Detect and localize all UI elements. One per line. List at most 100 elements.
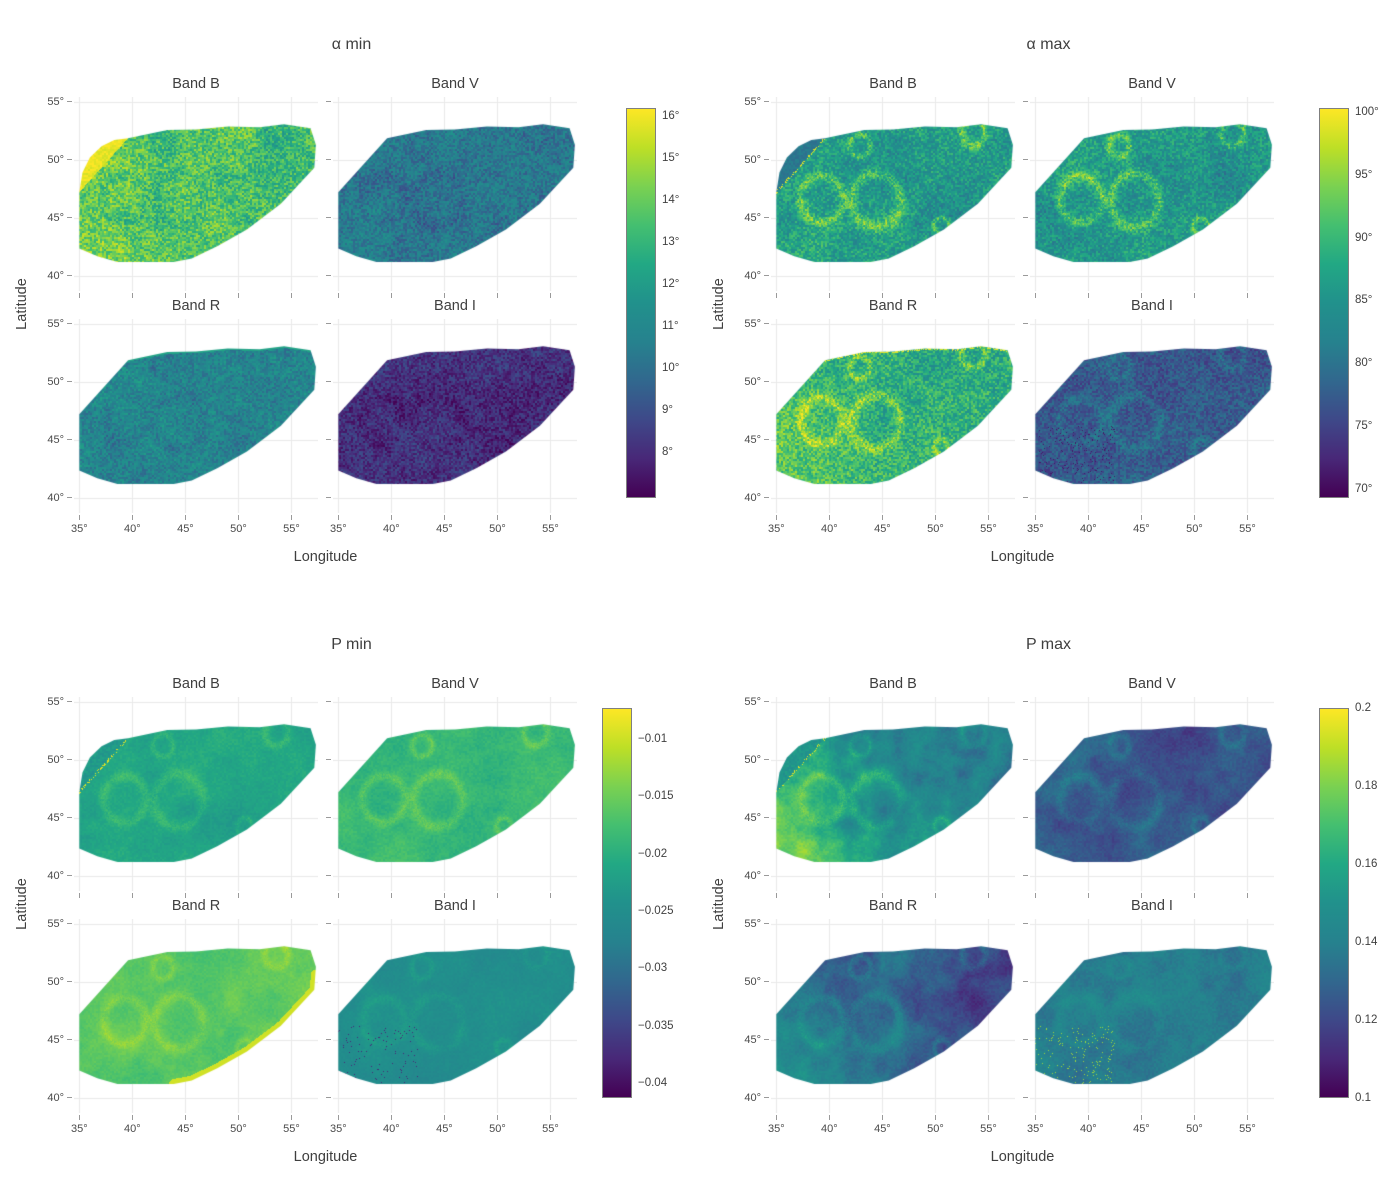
x-tick-mark: [828, 515, 830, 520]
y-tick-mark: [764, 875, 769, 877]
colorbar-tick-label: 10°: [662, 362, 680, 374]
y-tick-mark: [67, 217, 72, 219]
panel-title: Band I: [1131, 298, 1173, 314]
y-tick-label: 40°: [47, 491, 64, 504]
panel-band-r: Band R 35° 40° 45° 50° 55° 55° 50° 45° 40°: [47, 898, 318, 1135]
heatmap-canvas: [333, 697, 577, 891]
x-tick-mark: [1140, 1115, 1142, 1120]
x-tick-mark: [184, 893, 186, 898]
x-tick-mark: [987, 1115, 989, 1120]
heatmap-canvas: [1030, 697, 1274, 891]
x-tick-mark: [290, 893, 292, 898]
y-tick-label: 40°: [47, 269, 64, 282]
colorbar-tick-label: 0.1: [1355, 1092, 1371, 1104]
x-tick-mark: [881, 893, 883, 898]
x-tick-label: 55°: [1239, 523, 1256, 535]
x-tick-label: 40°: [821, 1123, 838, 1135]
y-tick-mark: [1023, 701, 1028, 703]
colorbar-gradient: [626, 108, 656, 498]
y-tick-mark: [1023, 439, 1028, 441]
x-tick-mark: [549, 515, 551, 520]
colorbar-tick-label: 0.12: [1355, 1014, 1378, 1026]
heatmap-canvas: [333, 319, 577, 513]
y-tick-mark: [1023, 217, 1028, 219]
y-tick-label: 45°: [47, 433, 64, 446]
y-tick-mark: [326, 981, 331, 983]
x-tick-mark: [237, 893, 239, 898]
x-tick-mark: [390, 515, 392, 520]
y-tick-label: 55°: [744, 917, 761, 930]
colorbar-tick-label: 100°: [1355, 105, 1379, 118]
panel-band-b: Band B 55° 50° 45° 40°: [47, 676, 318, 898]
y-tick-label: 55°: [744, 95, 761, 108]
heatmap-canvas: [74, 919, 318, 1113]
x-tick-label: 55°: [542, 523, 559, 535]
y-tick-mark: [326, 217, 331, 219]
y-tick-mark: [764, 701, 769, 703]
x-tick-mark: [131, 515, 133, 520]
colorbar-tick-label: 12°: [662, 278, 680, 291]
y-tick-mark: [764, 497, 769, 499]
y-tick-mark: [67, 381, 72, 383]
x-tick-mark: [78, 1115, 80, 1120]
heatmap-canvas: [1030, 97, 1274, 291]
y-tick-mark: [67, 817, 72, 819]
y-tick-mark: [67, 701, 72, 703]
y-tick-mark: [326, 923, 331, 925]
x-tick-mark: [184, 293, 186, 298]
heatmap-canvas: [771, 319, 1015, 513]
x-tick-label: 45°: [874, 1123, 891, 1135]
y-tick-mark: [67, 981, 72, 983]
x-tick-label: 35°: [329, 523, 347, 535]
x-tick-label: 55°: [1239, 1123, 1256, 1135]
x-tick-label: 50°: [489, 1123, 506, 1135]
x-tick-mark: [775, 515, 777, 520]
y-tick-label: 55°: [744, 695, 761, 708]
panel-title: Band V: [431, 676, 479, 692]
heatmap-canvas: [1030, 319, 1274, 513]
colorbar-tick-label: 95°: [1355, 168, 1373, 181]
x-tick-mark: [1087, 1115, 1089, 1120]
y-tick-label: 55°: [47, 95, 64, 108]
colorbar-tick-label: 0.18: [1355, 780, 1378, 792]
y-tick-mark: [764, 381, 769, 383]
y-tick-mark: [1023, 759, 1028, 761]
y-tick-mark: [326, 875, 331, 877]
x-tick-mark: [1193, 515, 1195, 520]
x-tick-mark: [131, 1115, 133, 1120]
x-tick-mark: [881, 515, 883, 520]
x-tick-mark: [1034, 1115, 1036, 1120]
x-tick-mark: [987, 293, 989, 298]
y-tick-mark: [1023, 1097, 1028, 1099]
y-tick-mark: [1023, 1039, 1028, 1041]
y-tick-mark: [1023, 923, 1028, 925]
x-tick-mark: [496, 515, 498, 520]
colorbar-tick-label: 70°: [1355, 483, 1373, 496]
x-tick-label: 50°: [230, 523, 247, 535]
colorbar-tick-label: −0.03: [638, 962, 668, 975]
x-tick-mark: [237, 293, 239, 298]
colorbar-tick-label: 16°: [662, 110, 680, 123]
x-axis-label: Longitude: [293, 549, 358, 565]
x-tick-mark: [1140, 293, 1142, 298]
x-tick-mark: [443, 1115, 445, 1120]
y-tick-mark: [764, 1039, 769, 1041]
x-tick-label: 55°: [980, 523, 997, 535]
y-tick-mark: [326, 1039, 331, 1041]
x-tick-mark: [78, 515, 80, 520]
y-tick-label: 50°: [744, 975, 761, 988]
y-tick-label: 45°: [47, 211, 64, 224]
panel-title: Band V: [431, 76, 479, 92]
panel-band-r: Band R 35° 40° 45° 50° 55° 55° 50° 45° 40°: [744, 898, 1015, 1135]
panel-title: Band R: [868, 898, 918, 914]
colorbar-gradient: [602, 708, 632, 1098]
x-tick-mark: [1193, 893, 1195, 898]
y-tick-mark: [764, 159, 769, 161]
panel-title: Band R: [868, 298, 918, 314]
x-tick-mark: [934, 515, 936, 520]
x-tick-mark: [78, 293, 80, 298]
panel-title: Band B: [869, 676, 917, 692]
y-tick-mark: [326, 275, 331, 277]
y-tick-label: 45°: [744, 211, 761, 224]
x-tick-mark: [337, 515, 339, 520]
